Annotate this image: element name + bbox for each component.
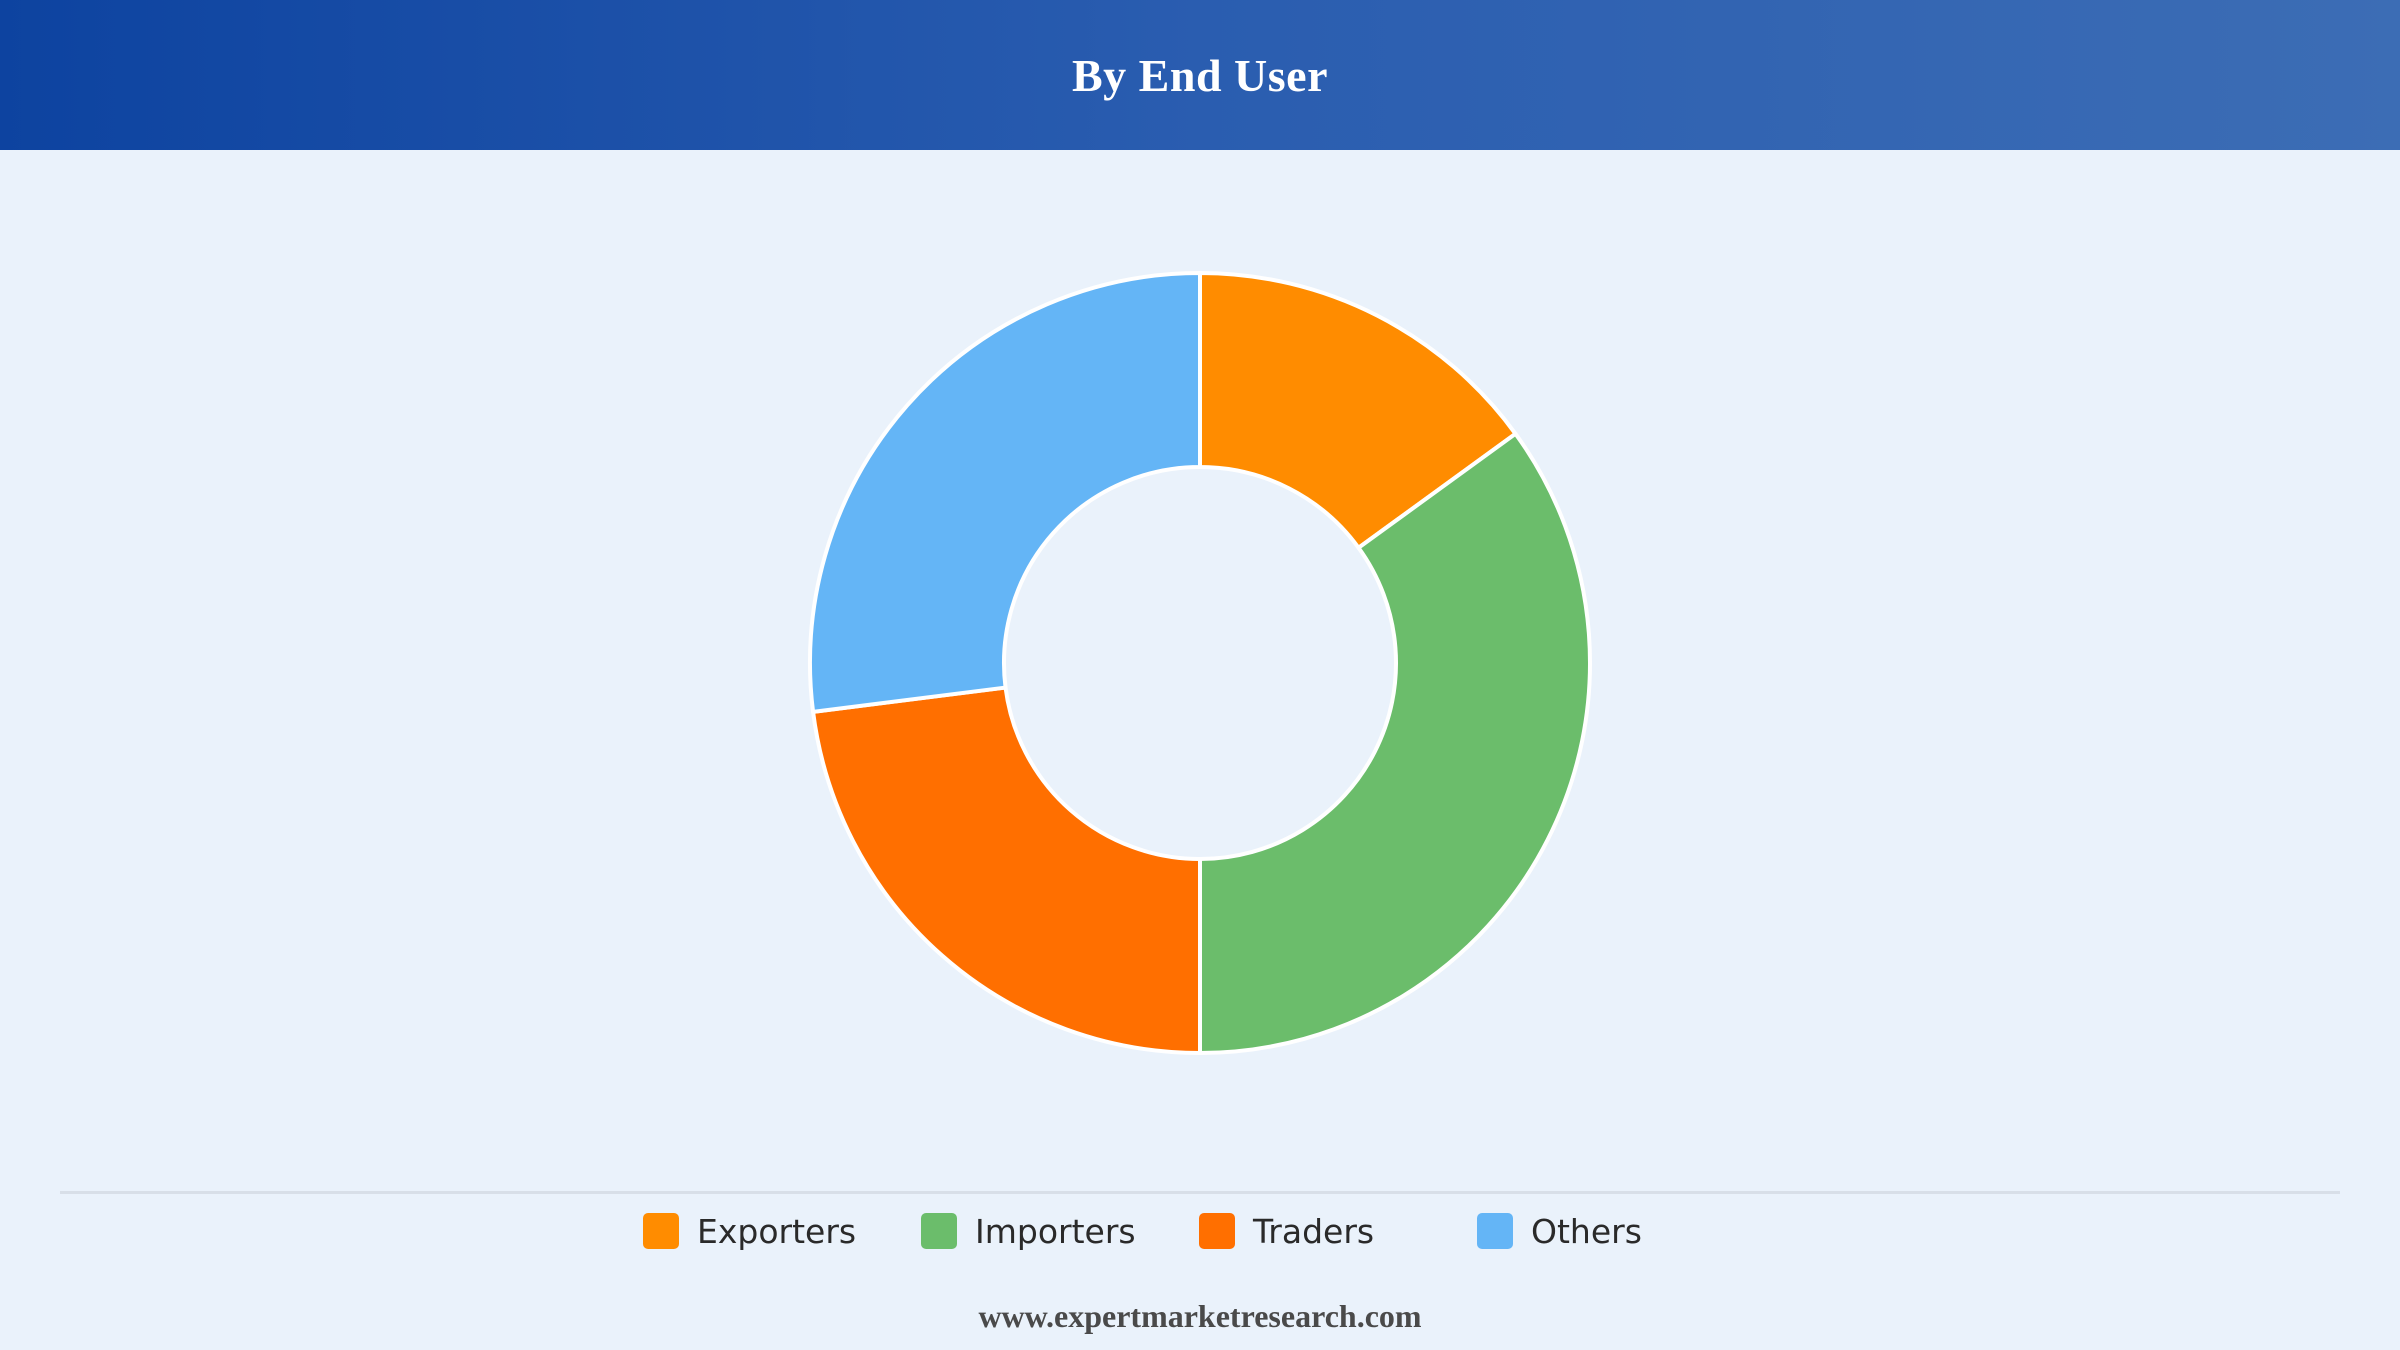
legend-label-importers: Importers bbox=[975, 1211, 1136, 1251]
legend-label-others: Others bbox=[1531, 1211, 1642, 1251]
legend-swatch-importers bbox=[921, 1213, 957, 1249]
legend-swatch-exporters bbox=[643, 1213, 679, 1249]
legend-divider bbox=[60, 1191, 2340, 1194]
slice-importers[interactable] bbox=[1198, 431, 1592, 1055]
legend-item-traders[interactable]: Traders bbox=[1199, 1206, 1374, 1256]
slice-others[interactable] bbox=[808, 271, 1202, 714]
slice-traders[interactable] bbox=[811, 685, 1202, 1055]
source-url: www.expertmarketresearch.com bbox=[978, 1298, 1422, 1334]
legend-swatch-traders bbox=[1199, 1213, 1235, 1249]
donut-chart bbox=[808, 271, 1592, 1055]
legend-swatch-others bbox=[1477, 1213, 1513, 1249]
legend-label-traders: Traders bbox=[1253, 1211, 1375, 1251]
chart-title: By End User bbox=[1072, 49, 1328, 101]
slice-exporters[interactable] bbox=[1198, 271, 1518, 550]
chart-header: By End User bbox=[0, 0, 2400, 150]
legend-item-exporters[interactable]: Exporters bbox=[643, 1206, 856, 1256]
legend-item-others[interactable]: Others bbox=[1477, 1206, 1642, 1256]
legend-label-exporters: Exporters bbox=[697, 1211, 857, 1251]
legend-item-importers[interactable]: Importers bbox=[921, 1206, 1136, 1256]
chart-legend: Exporters Importers Traders Others bbox=[0, 1206, 2400, 1256]
